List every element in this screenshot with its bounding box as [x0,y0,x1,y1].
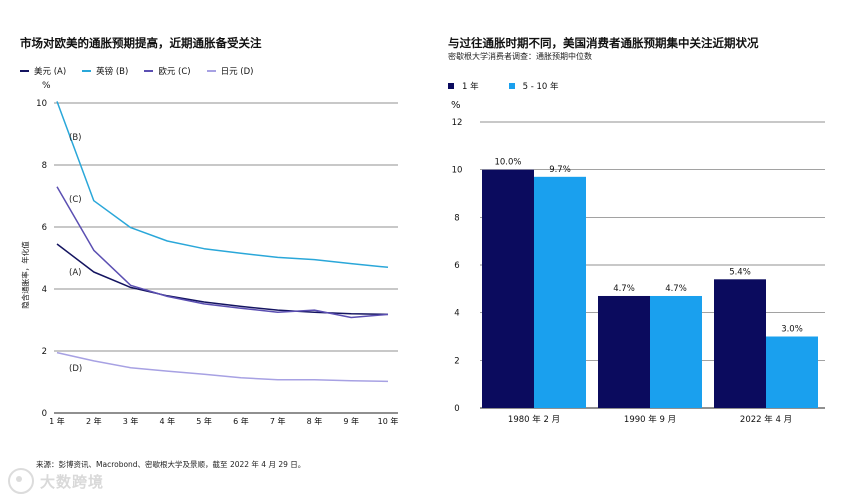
legend-swatch-jpy [206,70,216,72]
left-y-tick-label: 2 [42,347,47,357]
right-bars [482,169,818,408]
left-y-tick-label: 8 [42,161,47,171]
bar-5-10y [650,295,702,408]
bar-value-label: 4.7% [613,284,635,294]
left-legend: 美元 (A) 英镑 (B) 欧元 (C) 日元 (D) [20,65,270,77]
right-y-tick-label: 4 [454,309,459,319]
left-x-tick-label: 6 年 [233,416,249,426]
left-x-tick-label: 8 年 [307,416,323,426]
series-tag-jpy: (D) [69,364,82,374]
left-x-tick-label: 1 年 [49,416,65,426]
left-x-tick-label: 9 年 [343,416,359,426]
bar-value-label: 9.7% [549,165,571,175]
right-y-tick-label: 8 [454,213,459,223]
bar-value-label: 5.4% [729,267,751,277]
series-tag-usd: (A) [69,268,81,278]
legend-item-usd: 美元 (A) [20,65,66,77]
legend-label-1y: 1 年 [462,82,479,92]
left-y-axis-label: 隐含通胀率，年化值 [20,241,30,309]
watermark-logo-icon [8,468,34,494]
left-y-tick-label: 4 [42,285,47,295]
left-unit-label: % [42,81,51,91]
right-chart-title: 与过往通胀时期不同，美国消费者通胀预期集中关注近期状况 [448,36,759,50]
series-line-jpy [56,351,389,383]
source-note: 来源：彭博资讯、Macrobond、密歇根大学及景顺，截至 2022 年 4 月… [36,460,306,469]
legend-swatch-eur [144,70,154,72]
left-x-tick-label: 2 年 [86,416,102,426]
right-legend: 1 年 5 - 10 年 [448,80,575,92]
right-bar-labels: 10.0% 9.7% 4.7% 4.7% 5.4% 3.0% [494,158,802,335]
series-tag-eur: (C) [69,195,82,205]
right-chart-subtitle: 密歇根大学消费者调查：通胀预期中位数 [448,52,592,61]
series-line-gbp [56,101,389,269]
bar-value-label: 10.0% [494,158,521,168]
legend-label-5-10y: 5 - 10 年 [522,82,559,92]
watermark: 大数跨境 [8,468,104,494]
right-y-tick-label: 0 [454,404,459,414]
left-x-tick-label: 10 年 [378,416,399,426]
legend-item-gbp: 英镑 (B) [82,65,128,77]
right-y-tick-label: 2 [454,356,459,366]
left-x-tick-label: 7 年 [270,416,286,426]
legend-item-eur: 欧元 (C) [144,65,191,77]
bar-1y [482,169,534,408]
legend-item-jpy: 日元 (D) [206,65,254,77]
legend-label-gbp: 英镑 (B) [96,67,129,77]
series-line-eur [56,186,389,319]
right-x-tick-label: 1980 年 2 月 [508,414,560,425]
left-y-tick-label: 10 [36,99,47,109]
left-gridlines [54,102,398,414]
legend-swatch-1y [448,83,454,89]
left-series-lines [56,101,389,383]
left-x-tick-label: 3 年 [123,416,139,426]
legend-label-eur: 欧元 (C) [158,67,191,77]
legend-swatch-usd [20,70,29,72]
left-y-tick-label: 6 [42,223,47,233]
legend-label-usd: 美元 (A) [34,67,67,77]
bar-5-10y [766,336,818,408]
right-y-tick-label: 10 [452,166,463,176]
left-y-tick-label: 0 [42,409,47,419]
legend-item-5-10y: 5 - 10 年 [508,80,559,92]
right-y-tick-label: 12 [452,118,463,128]
right-unit-label: % [451,100,461,111]
bar-1y [714,279,766,408]
bar-value-label: 3.0% [781,325,803,335]
left-y-ticks: 0 2 4 6 8 10 [36,99,47,419]
right-y-tick-label: 6 [454,261,459,271]
bar-value-label: 4.7% [665,284,687,294]
watermark-text: 大数跨境 [40,472,105,491]
right-x-ticks: 1980 年 2 月 1990 年 9 月 2022 年 4 月 [508,414,792,425]
bar-5-10y [534,176,586,408]
left-line-chart: % 隐含通胀率，年化值 0 2 4 6 8 10 1 年 2 年 3 年 4 年 5 年 6 年 7 … [20,81,398,426]
legend-swatch-5-10y [508,83,515,89]
legend-swatch-gbp [82,70,92,72]
right-x-tick-label: 2022 年 4 月 [740,414,792,425]
legend-label-jpy: 日元 (D) [220,67,254,77]
series-tag-gbp: (B) [69,133,81,143]
series-line-usd [56,243,389,316]
left-series-tags: (A) (B) (C) (D) [69,133,82,374]
right-x-tick-label: 1990 年 9 月 [624,414,676,425]
left-x-tick-label: 4 年 [160,416,176,426]
left-x-tick-label: 5 年 [196,416,212,426]
left-chart-title: 市场对欧美的通胀预期提高，近期通胀备受关注 [20,36,262,50]
left-x-ticks: 1 年 2 年 3 年 4 年 5 年 6 年 7 年 8 年 9 年 10 年 [49,416,398,426]
legend-item-1y: 1 年 [448,80,479,92]
bar-1y [598,295,650,408]
right-y-ticks: 0 2 4 6 8 10 12 [452,118,463,414]
right-bar-chart: % 0 2 4 6 8 10 12 10.0% 9.7% 4.7% 4.7% 5.4% 3.0% 19… [451,100,825,425]
